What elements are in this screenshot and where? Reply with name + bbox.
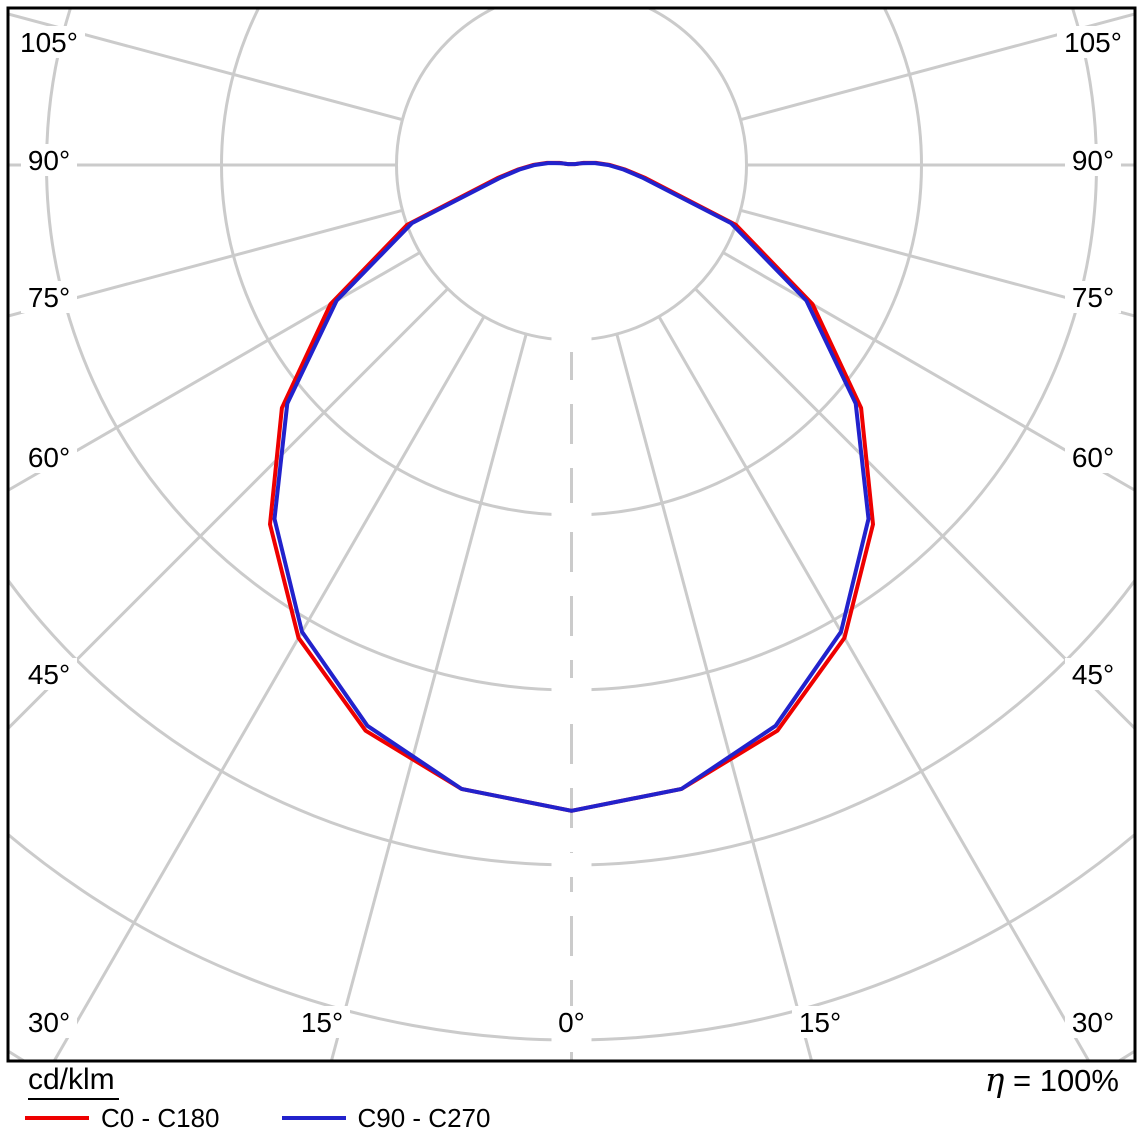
legend: C0 - C180 C90 - C270: [25, 1104, 490, 1132]
angle-label: 30°: [28, 1007, 70, 1038]
grid-ray: [740, 208, 1135, 318]
angle-labels: 105° 90° 75° 60° 45° 30° 105° 90° 75° 60° 45° 30° 15…: [13, 26, 1129, 1038]
legend-label-c90-c270: C90 - C270: [357, 1103, 491, 1133]
legend-line-c0-c180-icon: [25, 1116, 89, 1120]
angle-label: 105°: [20, 27, 78, 58]
grid-ray: [657, 315, 1091, 1061]
curves: [268, 160, 875, 813]
angle-label: 90°: [28, 145, 70, 176]
eta-symbol: η: [984, 1060, 1005, 1099]
angle-label: 90°: [1072, 145, 1114, 176]
grid-ray: [329, 333, 528, 1061]
grid-ray: [740, 12, 1135, 122]
legend-line-c90-c270-icon: [281, 1116, 346, 1120]
angle-label: 60°: [1072, 442, 1114, 473]
angle-label: 75°: [1072, 282, 1114, 313]
efficiency-label: η = 100%: [985, 1063, 1119, 1098]
chart-border: [6, 6, 1137, 1063]
grid-ray: [8, 12, 403, 122]
angle-label: 105°: [1064, 27, 1122, 58]
grid-ray: [722, 251, 1135, 493]
angle-label: 45°: [28, 659, 70, 690]
unit-label: cd/klm: [28, 1064, 119, 1100]
angle-label: 15°: [301, 1007, 343, 1038]
angle-label: 15°: [799, 1007, 841, 1038]
angle-label: 60°: [28, 442, 70, 473]
angle-label: 30°: [1072, 1007, 1114, 1038]
eta-value: = 100%: [1004, 1063, 1119, 1098]
grid-ray: [8, 208, 403, 318]
ring-gaps: [551, 328, 592, 1052]
legend-label-c0-c180: C0 - C180: [101, 1103, 220, 1133]
angle-label: 45°: [1072, 659, 1114, 690]
grid-ray: [615, 333, 814, 1061]
grid-ray: [52, 315, 486, 1061]
grid-ray: [8, 251, 421, 493]
angle-label: 0°: [558, 1007, 585, 1038]
angle-label: 75°: [28, 282, 70, 313]
curve-c90-c270: [272, 161, 871, 813]
